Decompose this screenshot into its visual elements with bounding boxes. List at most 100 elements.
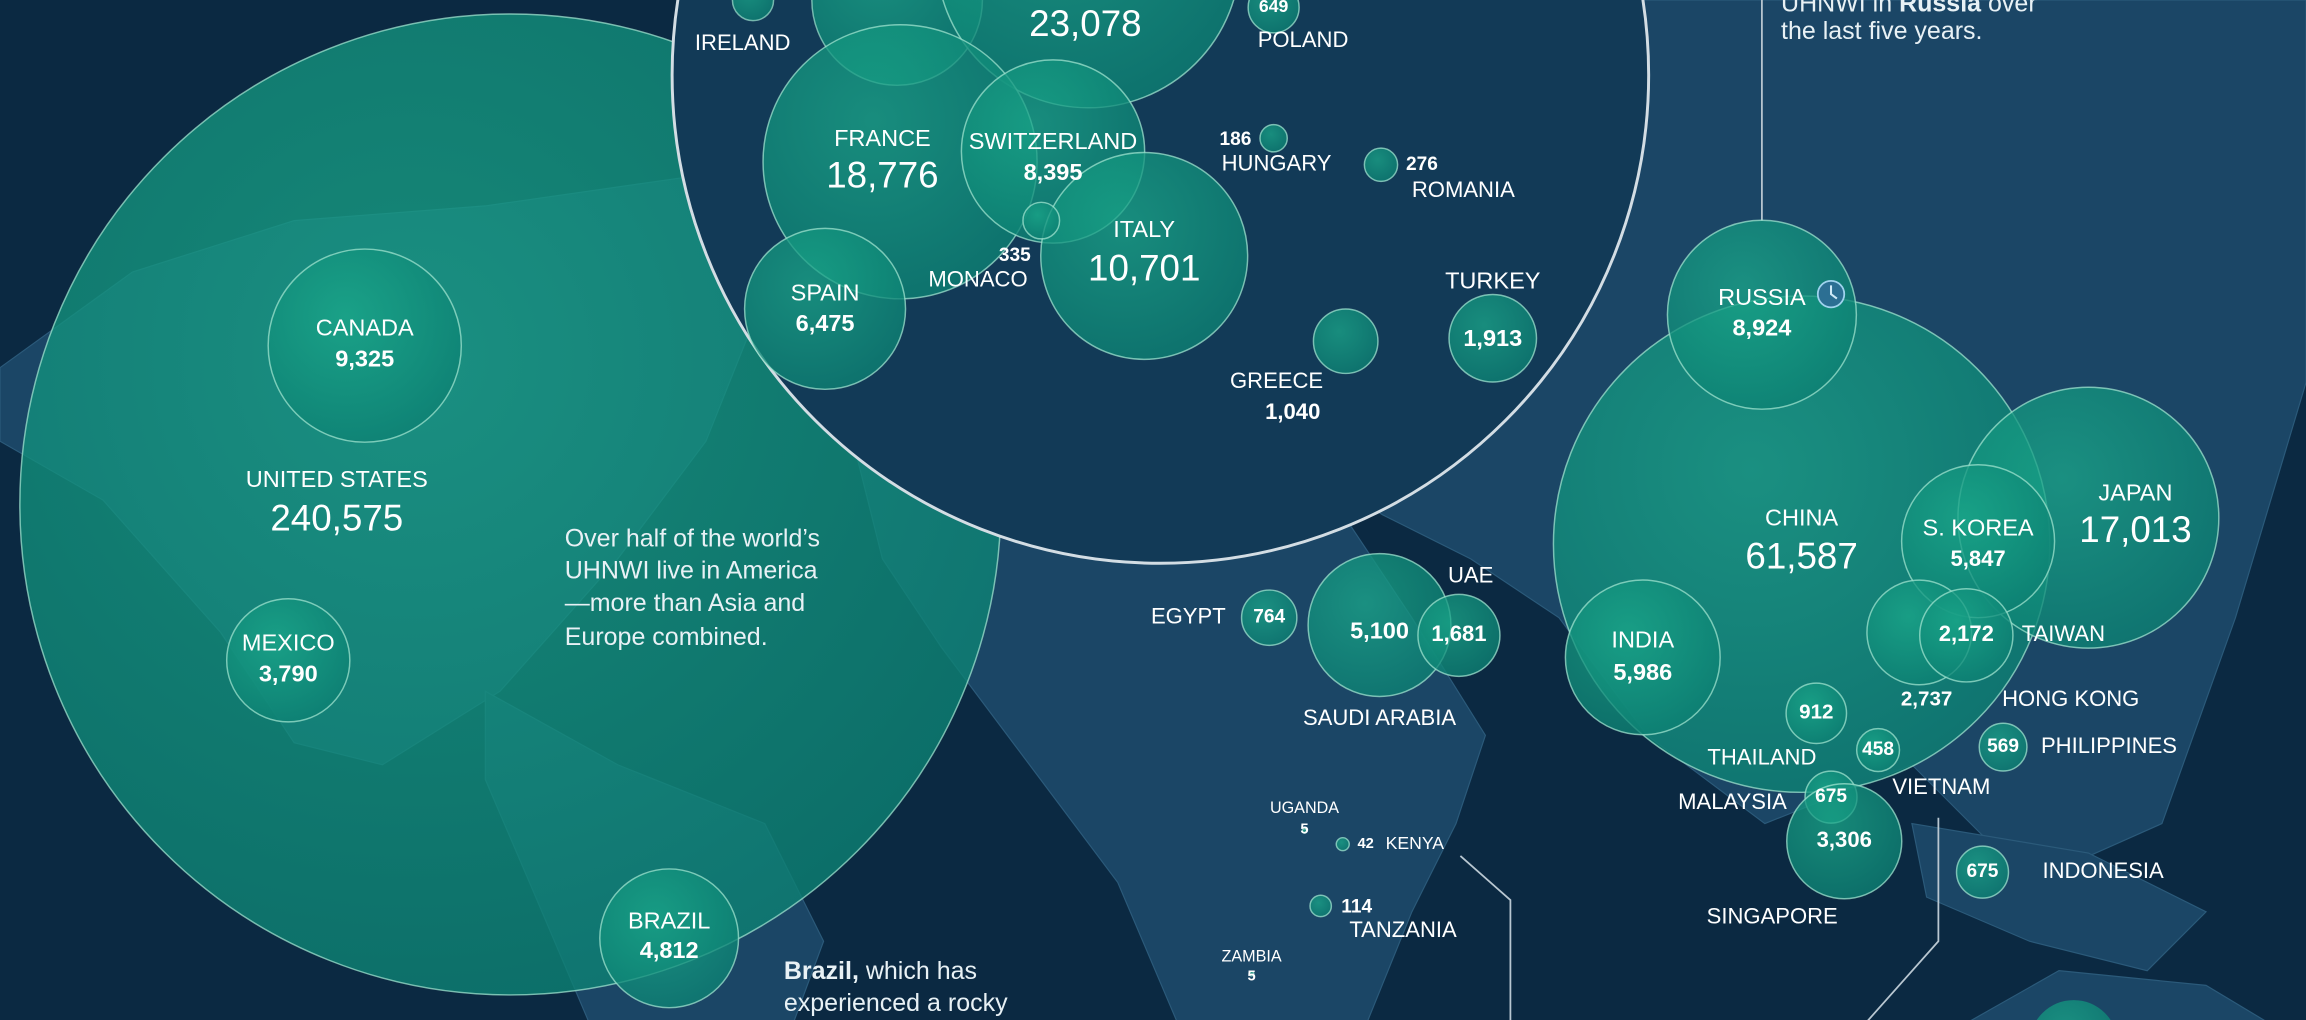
bubble <box>1240 589 1298 647</box>
value-label: 18,776 <box>826 155 938 196</box>
note-text: Europe combined. <box>565 623 768 651</box>
note-text: which has <box>859 957 977 985</box>
country-name: IRELAND <box>695 30 791 55</box>
value-label: 240,575 <box>270 497 403 538</box>
bubble <box>1022 201 1061 240</box>
country-name: MONACO <box>928 267 1027 292</box>
bubble <box>599 868 740 1009</box>
value-label: 276 <box>1406 154 1438 175</box>
country-name: CANADA <box>316 315 414 341</box>
value-label: 335 <box>999 245 1031 266</box>
value-label: 9,325 <box>335 346 394 372</box>
country-name: CHINA <box>1765 504 1838 530</box>
bubble <box>1564 579 1721 736</box>
country-name: HONG KONG <box>2002 686 2139 711</box>
value-label: 1,040 <box>1265 399 1320 424</box>
bubble <box>1248 970 1255 977</box>
country-name: ZAMBIA <box>1221 948 1281 966</box>
bubble <box>225 598 351 723</box>
country-name: BRAZIL <box>628 907 710 933</box>
bubble <box>1918 588 2014 683</box>
bubble <box>1335 836 1350 852</box>
bubble <box>1417 593 1501 678</box>
country-name: INDIA <box>1611 626 1674 652</box>
country-name: TURKEY <box>1445 268 1541 294</box>
bubble <box>1786 783 1903 900</box>
bubble-cropped <box>2036 1000 2111 1020</box>
bubble <box>1309 894 1333 918</box>
value-label: 10,701 <box>1088 247 1200 288</box>
bubble-cropped <box>731 0 775 22</box>
note-text: UHNWI in Russia over <box>1781 0 2037 17</box>
leader-line <box>1459 855 1512 1020</box>
value-label: 5 <box>1300 821 1308 837</box>
value-label: 675 <box>1967 861 1999 882</box>
bubble <box>1247 0 1300 34</box>
country-name: FRANCE <box>834 125 931 151</box>
bubble <box>1363 147 1399 183</box>
value-label: 23,078 <box>1029 3 1141 44</box>
note-text: UHNWI in <box>1781 0 1899 17</box>
bubble <box>1785 682 1848 745</box>
note-text: experienced a rocky <box>784 989 1008 1017</box>
clock-hands <box>1829 285 1838 300</box>
value-label: 1,681 <box>1431 621 1486 646</box>
country-name: PHILIPPINES <box>2041 733 2177 758</box>
value-label: 675 <box>1815 786 1847 807</box>
country-name: SPAIN <box>791 279 860 305</box>
note-text: Brazil, <box>784 957 859 985</box>
value-label: 4,812 <box>640 937 699 963</box>
note-text: —more than Asia and <box>565 589 805 617</box>
country-name: EGYPT <box>1151 604 1226 629</box>
country-name: VIETNAM <box>1892 774 1990 799</box>
value-label: 8,395 <box>1024 159 1083 185</box>
country-name: INDONESIA <box>2042 858 2164 883</box>
country-name: THAILAND <box>1707 745 1816 770</box>
leader-line <box>1867 817 1940 1020</box>
value-label: 912 <box>1799 701 1833 724</box>
country-name: SAUDI ARABIA <box>1303 705 1456 730</box>
country-name: SINGAPORE <box>1707 904 1838 929</box>
bubble <box>1312 308 1379 375</box>
note-text: over <box>1981 0 2037 17</box>
bubbles: UNITED STATES 240,575 CANADA 9,325 MEXICO 3,7… <box>19 0 2220 1020</box>
value-label: 5 <box>1247 968 1255 984</box>
country-name: SWITZERLAND <box>969 128 1138 154</box>
country-name: UAE <box>1448 562 1493 587</box>
bubble <box>1040 151 1249 361</box>
bubble <box>267 248 463 443</box>
country-name: TAIWAN <box>2022 621 2105 646</box>
country-name: S. KOREA <box>1923 515 2034 541</box>
value-label: 764 <box>1253 607 1285 628</box>
country-name: HUNGARY <box>1222 151 1332 176</box>
bubble <box>1301 827 1308 834</box>
bubble <box>1448 293 1538 383</box>
note-text: Russia <box>1899 0 1982 17</box>
value-label: 3,790 <box>259 660 318 686</box>
country-name: UNITED STATES <box>246 466 428 492</box>
country-name: JAPAN <box>2098 479 2172 505</box>
value-label: 61,587 <box>1745 536 1857 577</box>
value-label: 42 <box>1357 836 1373 852</box>
bubble <box>1955 845 2010 899</box>
value-label: 8,924 <box>1732 315 1791 341</box>
country-name: MEXICO <box>242 629 335 655</box>
leader-lines <box>1459 0 1940 1020</box>
value-label: 5,986 <box>1613 659 1672 685</box>
notes: Over half of the world’s UHNWI live in A… <box>565 0 2037 1017</box>
value-label: 17,013 <box>2079 509 2191 550</box>
value-label: 2,172 <box>1939 621 1994 646</box>
bubble <box>1978 722 2028 772</box>
value-label: 1,913 <box>1463 325 1522 351</box>
value-label: 6,475 <box>796 310 855 336</box>
country-name: UGANDA <box>1270 799 1339 817</box>
value-label: 2,737 <box>1901 687 1953 710</box>
note-text: the last five years. <box>1781 17 1982 45</box>
country-name: RUSSIA <box>1718 284 1806 310</box>
value-label: 458 <box>1862 739 1894 760</box>
bubble <box>743 227 907 391</box>
bubble <box>1855 727 1901 773</box>
value-label: 5,100 <box>1350 618 1409 644</box>
